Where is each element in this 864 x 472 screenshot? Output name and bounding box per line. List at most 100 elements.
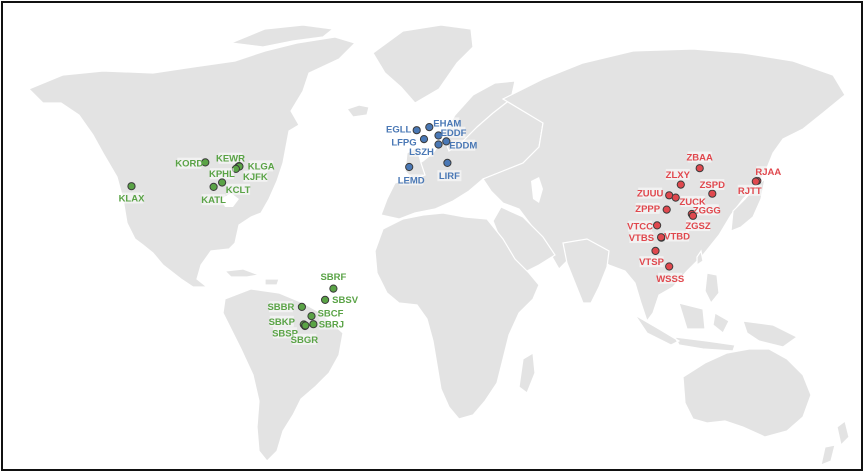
- airport-label-katl: KATL: [201, 195, 226, 206]
- airport-label-bg-kewr: [218, 152, 243, 164]
- airport-label-bg-sbsv: [333, 294, 358, 306]
- australia: [682, 348, 812, 438]
- airport-label-bg-sbrj: [319, 318, 344, 330]
- airport-label-vtbd: VTBD: [664, 232, 690, 243]
- airport-label-bg-rjaa: [756, 166, 781, 178]
- land-layer: [27, 24, 850, 466]
- airport-marker-rjtt[interactable]: [751, 177, 760, 186]
- airport-label-kphl: KPHL: [209, 169, 235, 180]
- airport-label-zuck: ZUCK: [680, 197, 707, 208]
- airport-label-bg-kord: [177, 157, 202, 169]
- airport-label-bg-sbrf: [321, 270, 346, 282]
- airport-label-bg-katl: [201, 194, 226, 206]
- airport-label-egll: EGLL: [386, 125, 412, 136]
- airport-label-lszh: LSZH: [409, 147, 434, 158]
- airport-marker-zppp[interactable]: [662, 205, 671, 214]
- airport-marker-vtsp[interactable]: [651, 246, 660, 255]
- airport-label-rjtt: RJTT: [738, 186, 762, 197]
- airport-marker-zbaa[interactable]: [695, 164, 704, 173]
- airport-marker-zgsz[interactable]: [688, 211, 698, 220]
- airport-label-bg-zppp: [635, 202, 660, 214]
- airport-label-bg-lirf: [437, 170, 462, 182]
- airport-label-bg-kphl: [209, 168, 234, 180]
- airport-label-kord: KORD: [175, 159, 203, 170]
- airport-label-bg-lemd: [399, 174, 424, 186]
- airport-label-bg-sbsp: [273, 327, 297, 339]
- airport-marker-egll[interactable]: [412, 126, 421, 135]
- iceland: [346, 104, 370, 118]
- airport-marker-sbrf[interactable]: [329, 284, 338, 293]
- new-zealand: [820, 419, 850, 466]
- south-america: [222, 288, 344, 462]
- airport-label-sbcf: SBCF: [318, 308, 344, 319]
- airport-marker-eham[interactable]: [425, 123, 434, 132]
- airport-marker-zspd[interactable]: [708, 189, 717, 198]
- airport-marker-lfpg[interactable]: [419, 135, 429, 144]
- airport-marker-sbcf[interactable]: [307, 312, 316, 321]
- airport-label-sbkp: SBKP: [269, 317, 296, 328]
- airport-label-bg-kjfk: [243, 170, 268, 182]
- airport-marker-zuck[interactable]: [671, 193, 680, 202]
- airport-label-klga: KLGA: [248, 161, 275, 172]
- airport-marker-katl[interactable]: [209, 182, 218, 191]
- airport-label-bg-vtcc: [628, 220, 653, 232]
- madagascar: [518, 351, 536, 394]
- airport-marker-sbsv[interactable]: [321, 295, 330, 304]
- airport-label-bg-sbbr: [268, 301, 293, 313]
- airport-label-bg-wsss: [658, 272, 683, 284]
- airport-label-bg-lszh: [409, 145, 434, 157]
- airport-label-zbaa: ZBAA: [687, 153, 714, 164]
- airport-label-bg-vtbs: [629, 232, 654, 243]
- airport-label-klax: KLAX: [119, 194, 146, 205]
- airport-marker-lemd[interactable]: [405, 162, 414, 172]
- airport-label-bg-zuck: [680, 195, 705, 207]
- airport-label-bg-zggg: [694, 204, 719, 216]
- airport-label-bg-kclt: [226, 183, 251, 195]
- airport-label-bg-egll: [386, 123, 411, 135]
- airport-label-eddf: EDDF: [441, 128, 467, 139]
- airport-marker-kord[interactable]: [201, 158, 210, 167]
- airport-marker-wsss[interactable]: [665, 262, 674, 271]
- airport-marker-vtbd[interactable]: [657, 233, 666, 242]
- arctic-islands: [228, 24, 335, 48]
- airport-label-zgsz: ZGSZ: [685, 221, 711, 232]
- airport-label-zlxy: ZLXY: [666, 170, 691, 181]
- airport-marker-lirf[interactable]: [443, 158, 452, 167]
- greenland: [372, 24, 474, 104]
- airport-label-bg-eddm: [451, 139, 476, 151]
- airport-label-bg-zlxy: [665, 168, 690, 180]
- airport-marker-eddm[interactable]: [442, 137, 451, 146]
- airport-marker-kclt[interactable]: [218, 178, 227, 187]
- caspian-sea: [531, 177, 543, 203]
- airport-label-bg-sbkp: [269, 315, 294, 327]
- airport-label-bg-rjtt: [737, 184, 762, 196]
- airport-label-vtbs: VTBS: [629, 233, 654, 244]
- airport-label-rjaa: RJAA: [755, 167, 781, 178]
- airport-label-kjfk: KJFK: [243, 172, 268, 183]
- caribbean: [223, 268, 280, 286]
- airport-label-sbgr: SBGR: [291, 335, 319, 346]
- airport-marker-klax[interactable]: [127, 182, 136, 191]
- airport-label-bg-eham: [435, 117, 460, 129]
- airport-label-bg-sbgr: [292, 333, 317, 345]
- airport-label-bg-zspd: [700, 179, 725, 190]
- airport-label-zppp: ZPPP: [635, 204, 660, 215]
- airport-label-vtcc: VTCC: [627, 222, 653, 233]
- airport-marker-lszh[interactable]: [434, 140, 443, 149]
- airport-label-sbsp: SBSP: [272, 328, 299, 339]
- airport-marker-sbbr[interactable]: [297, 302, 306, 311]
- airport-label-zspd: ZSPD: [700, 180, 725, 191]
- airport-marker-zlxy[interactable]: [676, 180, 685, 189]
- airport-label-sbrf: SBRF: [320, 272, 346, 283]
- africa: [374, 212, 540, 420]
- airport-label-bg-klax: [119, 192, 144, 204]
- airport-label-bg-lfpg: [392, 136, 416, 148]
- airport-marker-vtcc[interactable]: [653, 221, 662, 230]
- airport-marker-sbrj[interactable]: [309, 320, 318, 329]
- airport-label-zuuu: ZUUU: [637, 189, 664, 200]
- india: [562, 238, 610, 304]
- airport-label-bg-vtbd: [665, 230, 690, 242]
- airport-marker-sbgr[interactable]: [301, 321, 310, 330]
